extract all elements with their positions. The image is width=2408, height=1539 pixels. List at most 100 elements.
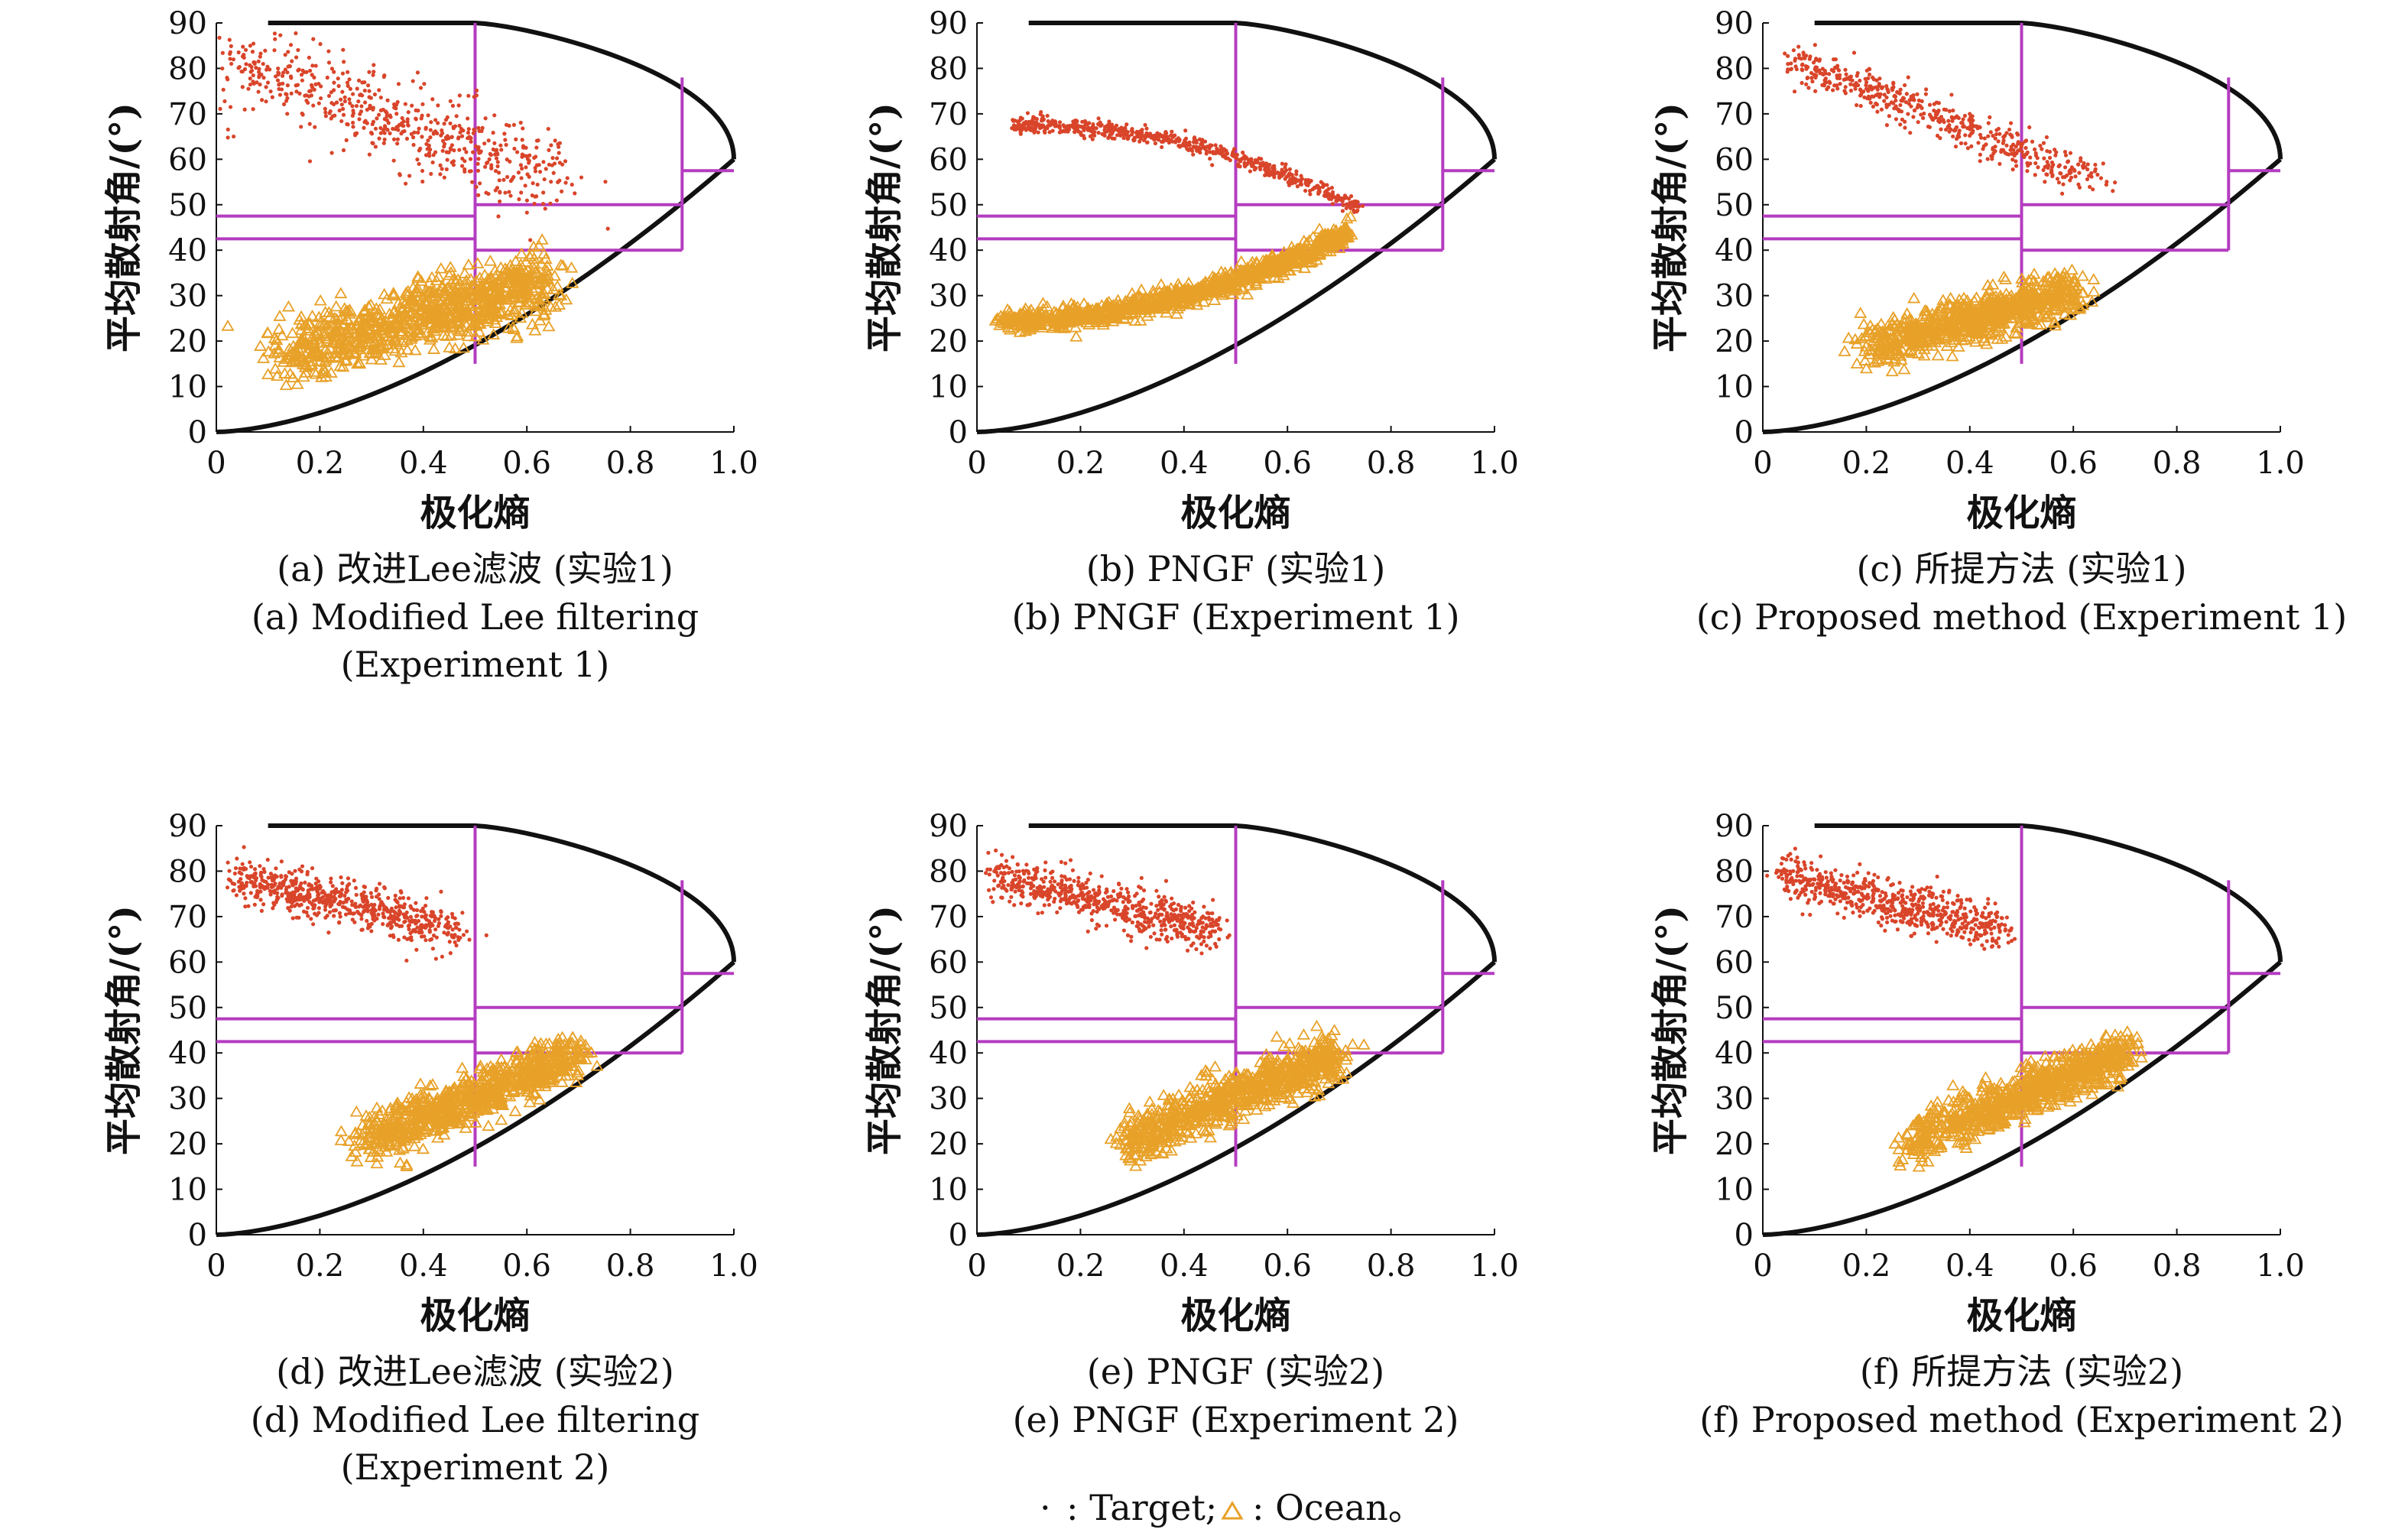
target-point bbox=[1968, 133, 1972, 138]
ocean-point bbox=[344, 305, 358, 317]
target-point bbox=[1091, 122, 1095, 127]
ocean-point bbox=[334, 287, 348, 299]
target-point bbox=[430, 97, 435, 102]
target-point bbox=[311, 103, 316, 108]
target-point bbox=[1279, 170, 1284, 175]
target-point bbox=[2042, 156, 2046, 161]
target-point bbox=[251, 107, 255, 112]
target-point bbox=[236, 50, 241, 55]
target-point bbox=[329, 876, 333, 881]
target-point bbox=[505, 174, 510, 180]
target-point bbox=[382, 137, 387, 142]
ocean-point bbox=[539, 304, 553, 315]
target-point bbox=[1346, 196, 1352, 201]
target-point bbox=[1286, 180, 1290, 185]
target-point bbox=[424, 153, 429, 157]
target-point bbox=[1106, 122, 1111, 127]
ocean-point bbox=[319, 305, 333, 317]
target-point bbox=[438, 172, 443, 177]
ocean-point bbox=[401, 284, 415, 297]
ocean-point bbox=[514, 311, 527, 323]
target-point bbox=[385, 114, 389, 119]
target-point bbox=[1887, 102, 1891, 107]
target-point bbox=[444, 137, 449, 141]
target-point bbox=[226, 127, 230, 132]
target-point bbox=[1804, 82, 1809, 86]
target-point bbox=[2091, 187, 2095, 192]
ocean-point bbox=[302, 317, 316, 329]
ocean-point bbox=[361, 310, 375, 322]
target-point bbox=[337, 911, 342, 915]
y-tick-label: 70 bbox=[168, 97, 207, 132]
ocean-point bbox=[506, 291, 520, 303]
target-point bbox=[464, 150, 469, 154]
target-point bbox=[221, 87, 226, 92]
target-point bbox=[1978, 159, 1982, 164]
target-point bbox=[442, 175, 446, 180]
target-point bbox=[367, 152, 372, 157]
target-point bbox=[1923, 92, 1928, 96]
target-point bbox=[1146, 133, 1150, 138]
target-point bbox=[344, 887, 349, 891]
target-point bbox=[1021, 125, 1025, 130]
target-point bbox=[1096, 116, 1101, 121]
target-point bbox=[1225, 151, 1230, 156]
target-point bbox=[1041, 117, 1046, 122]
target-point bbox=[1039, 123, 1043, 128]
target-point bbox=[1949, 93, 1954, 97]
target-point bbox=[399, 131, 404, 136]
target-point bbox=[1050, 128, 1055, 133]
y-tick-label: 40 bbox=[168, 233, 207, 268]
target-point bbox=[2068, 178, 2072, 183]
target-point bbox=[1823, 76, 1828, 81]
target-point bbox=[2060, 191, 2065, 196]
target-point bbox=[2047, 155, 2053, 161]
target-point bbox=[496, 214, 501, 219]
ocean-point bbox=[537, 293, 551, 305]
target-point bbox=[217, 35, 222, 40]
target-point bbox=[228, 57, 232, 61]
ocean-point bbox=[270, 333, 284, 346]
target-point bbox=[1061, 128, 1066, 133]
target-point bbox=[466, 127, 471, 131]
target-point bbox=[1968, 115, 1973, 120]
target-point bbox=[469, 169, 473, 174]
series-target bbox=[225, 845, 488, 963]
target-point bbox=[1884, 123, 1890, 128]
ocean-point bbox=[471, 257, 485, 268]
target-point bbox=[528, 238, 533, 242]
target-point bbox=[284, 874, 288, 878]
target-point bbox=[1881, 85, 1885, 89]
ocean-point bbox=[388, 288, 401, 300]
target-point bbox=[532, 155, 537, 161]
target-point bbox=[250, 50, 255, 54]
ocean-point bbox=[438, 299, 452, 311]
ocean-point bbox=[340, 326, 354, 338]
target-point bbox=[1259, 157, 1264, 161]
target-point bbox=[1786, 54, 1790, 58]
target-point bbox=[1955, 134, 1960, 138]
target-point bbox=[449, 143, 455, 148]
target-point bbox=[467, 135, 472, 141]
ocean-point bbox=[449, 288, 462, 300]
target-point bbox=[1882, 99, 1887, 103]
target-point bbox=[1789, 67, 1793, 72]
target-point bbox=[329, 90, 333, 95]
target-point bbox=[359, 104, 364, 109]
y-tick-label: 10 bbox=[168, 1173, 207, 1208]
target-point bbox=[362, 125, 366, 130]
ocean-point bbox=[407, 317, 420, 330]
ocean-point bbox=[535, 233, 549, 245]
target-point bbox=[294, 89, 299, 94]
target-point bbox=[391, 126, 395, 131]
target-point bbox=[2004, 143, 2009, 148]
ocean-point bbox=[348, 346, 362, 358]
ocean-point bbox=[261, 368, 275, 380]
target-point bbox=[1810, 79, 1815, 84]
ocean-point bbox=[565, 261, 579, 273]
target-point bbox=[1994, 128, 1999, 132]
ocean-point bbox=[277, 356, 290, 367]
target-point bbox=[1330, 190, 1335, 195]
target-point bbox=[1354, 204, 1358, 209]
